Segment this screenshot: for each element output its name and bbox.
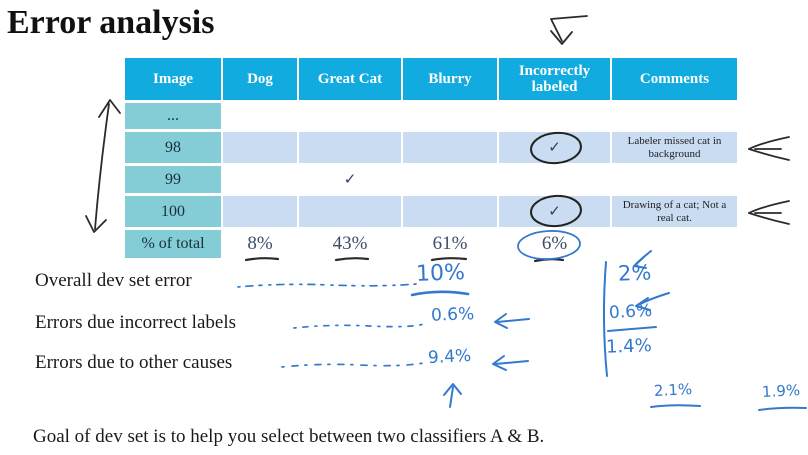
down-hook-arrow-icon — [550, 15, 588, 45]
col-header-blurry: Blurry — [403, 58, 497, 100]
handwritten-bottom-value-2: 1.9% — [761, 381, 801, 401]
col-header-great-cat: Great Cat — [299, 58, 401, 100]
row-99-image-cell: 99 — [125, 166, 221, 193]
table-cell — [499, 103, 610, 129]
table-cell — [403, 196, 497, 227]
handwritten-incorrect-labels-error: 0.6% — [430, 304, 475, 326]
checkmark-icon: ✓ — [343, 172, 357, 188]
totals-dog: 8% — [247, 233, 273, 254]
underline-10-percent — [410, 290, 470, 297]
col-header-image: Image — [125, 58, 221, 100]
totals-underlines — [244, 257, 565, 263]
row-100-image-cell: 100 — [125, 196, 221, 227]
footer-text: Goal of dev set is to help you select be… — [33, 426, 545, 447]
left-arrow-row-98-icon — [748, 136, 790, 161]
totals-incorrectly-labeled: 6% — [541, 233, 568, 254]
checkmark-icon: ✓ — [548, 140, 561, 156]
error-analysis-table: Image Dog Great Cat Blurry Incorrectly l… — [125, 58, 737, 258]
totals-label-cell: % of total — [125, 230, 221, 258]
handwritten-col2-incorrect: 0.6% — [608, 300, 653, 324]
checkmark-icon: ✓ — [548, 204, 561, 220]
handwritten-col2-other: 1.4% — [605, 335, 653, 358]
table-cell — [299, 103, 401, 129]
handwritten-bottom-value-1: 2.1% — [653, 380, 693, 400]
row-99-great-cat-cell: ✓ — [299, 166, 401, 193]
underline-2-1 — [650, 404, 701, 408]
col-header-comments: Comments — [612, 58, 737, 100]
row-100-incorrectly-labeled-cell: ✓ — [499, 196, 610, 227]
table-cell — [499, 166, 610, 193]
table-cell — [223, 103, 297, 129]
left-arrow-row-100-icon — [748, 200, 790, 225]
blue-up-arrow-icon — [443, 383, 462, 408]
handwritten-overall-error: 10% — [415, 260, 466, 287]
row-98-incorrectly-labeled-cell: ✓ — [499, 132, 610, 163]
row-100-comment: Drawing of a cat; Not a real cat. — [612, 196, 737, 227]
handwritten-col2-overall: 2% — [617, 260, 652, 286]
row-98-image-cell: 98 — [125, 132, 221, 163]
table-cell — [223, 166, 297, 193]
page-title: Error analysis — [7, 4, 215, 41]
table-cell — [299, 196, 401, 227]
row-98-comment: Labeler missed cat in background — [612, 132, 737, 163]
blue-vertical-line — [602, 261, 608, 377]
col-header-dog: Dog — [223, 58, 297, 100]
table-cell — [299, 132, 401, 163]
dashed-leader-lines — [237, 283, 425, 368]
table-cell — [403, 166, 497, 193]
statement-overall-dev-set-error: Overall dev set error — [35, 270, 192, 291]
table-cell — [612, 166, 737, 193]
table-cell — [612, 103, 737, 129]
table-cell — [223, 132, 297, 163]
underline-1-9 — [758, 406, 807, 411]
table-cell — [403, 132, 497, 163]
underline-right-06 — [607, 326, 657, 332]
blue-left-arrow-2-icon — [492, 355, 529, 371]
statement-errors-other-causes: Errors due to other causes — [35, 352, 233, 373]
totals-great-cat: 43% — [332, 233, 368, 254]
totals-blurry: 61% — [432, 233, 468, 254]
handwritten-other-causes-error: 9.4% — [427, 345, 472, 369]
table-cell — [403, 103, 497, 129]
statement-errors-incorrect-labels: Errors due incorrect labels — [35, 312, 236, 333]
table-cell — [223, 196, 297, 227]
vertical-double-arrow-icon — [85, 99, 121, 233]
table-cell — [612, 230, 737, 258]
blue-left-arrow-1-icon — [494, 313, 530, 329]
col-header-incorrectly-labeled: Incorrectly labeled — [499, 58, 610, 100]
row-dots-image-cell: ... — [125, 103, 221, 129]
